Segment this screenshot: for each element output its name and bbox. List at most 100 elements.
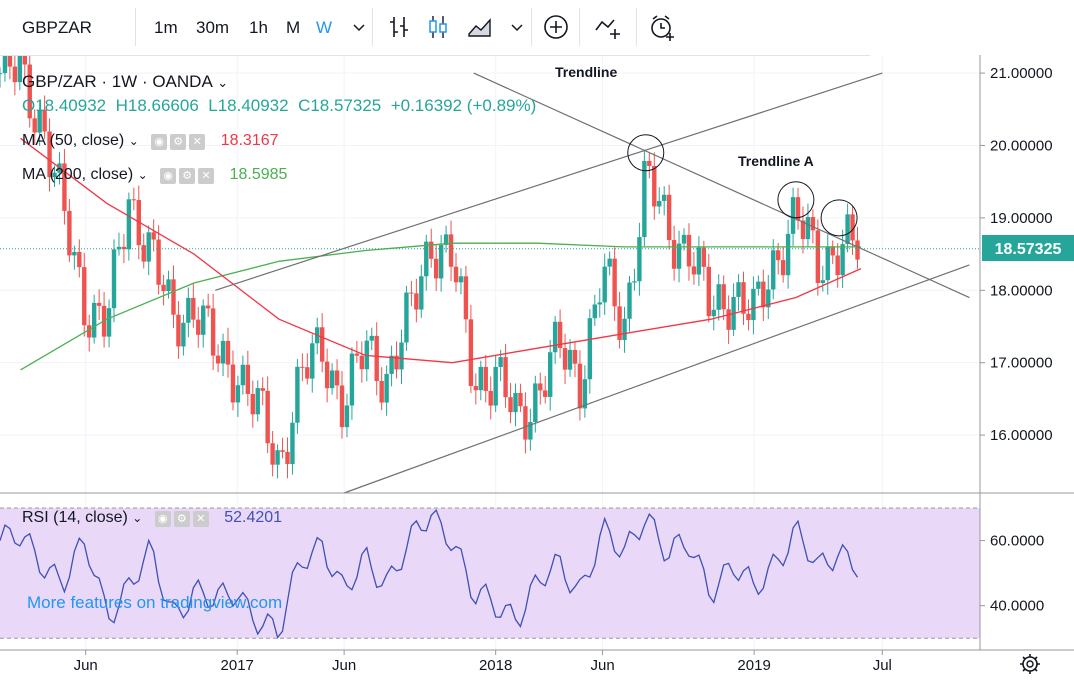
candle-body [528,422,533,440]
ma50-line [20,137,862,364]
change-value: +0.16392 (+0.89%) [390,96,537,115]
candle-body [344,405,350,428]
candle-body [285,451,290,465]
timeframe-30m-button[interactable]: 30m [196,18,230,37]
candle-body [795,197,801,221]
candle-body [77,251,82,268]
close-value: C18.57325 [298,96,382,115]
candle-body [771,250,776,290]
candle-body [424,241,429,277]
rsi-chevron-icon[interactable]: ⌄ [132,511,143,525]
candle-body [691,266,697,275]
candle-body [37,109,42,133]
candle-body [592,304,597,319]
touch-circle [820,199,858,237]
candle-body [468,319,474,386]
candle-body [805,217,811,240]
candle-body [701,247,707,267]
candle-body [121,246,127,250]
candle-body [394,355,399,370]
candle-body [458,276,464,283]
ma200-remove-icon[interactable]: ✕ [198,168,215,184]
candle-body [310,343,315,379]
candle-body [245,364,251,394]
toolbar-divider [579,8,580,46]
candle-body [602,266,607,303]
ma200-chevron-icon[interactable]: ⌄ [137,168,148,182]
candle-body [443,234,449,245]
candle-body [414,293,419,310]
candle-body [845,214,850,245]
candle-body [419,276,424,310]
rsi-legend[interactable]: RSI (14, close) ⌄ ◉ ⚙ ✕ 52.4201 [22,509,282,527]
legend-title[interactable]: GBP/ZAR · 1W · OANDA [22,72,213,91]
candle-body [453,266,459,283]
candle-body [577,363,583,409]
candle-body [399,342,404,370]
candle-body [389,355,394,374]
rsi-settings-icon[interactable]: ⚙ [173,511,190,527]
candles-icon[interactable] [424,12,452,42]
ma50-chevron-icon[interactable]: ⌄ [128,134,139,148]
rsi-label: RSI (14, close) [22,509,128,526]
candle-body [96,302,102,306]
candle-body [637,237,642,282]
timeframe-1h-button[interactable]: 1h [249,18,268,37]
bar-chart-icon[interactable] [385,12,413,42]
candle-body [706,266,712,317]
price-axis[interactable] [980,55,1074,493]
candle-body [0,73,3,75]
price-tick-label: 16.00000 [990,427,1053,444]
ma50-legend[interactable]: MA (50, close) ⌄ ◉ ⚙ ✕ 18.3167 [22,132,279,150]
candle-body [215,355,221,364]
ohlc-legend: O18.40932 H18.66606 L18.40932 C18.57325 … [22,96,536,116]
candle-body [17,54,23,83]
rsi-tick-label: 60.0000 [990,533,1044,550]
candle-body [820,280,826,284]
candle-body [225,340,231,365]
trendline-label: Trendline [555,64,617,80]
time-tick-label: Jun [590,657,614,674]
candle-body [384,373,389,403]
timeframe-1m-button[interactable]: 1m [154,18,178,37]
chart-type-chevron-icon[interactable] [503,12,531,42]
area-chart-icon[interactable] [466,12,494,42]
candle-body [166,279,171,292]
rsi-hide-icon[interactable]: ◉ [154,511,171,527]
settings-gear-icon[interactable] [1020,654,1040,674]
add-indicator-icon[interactable] [542,12,570,42]
alert-clock-icon[interactable] [648,12,676,42]
candle-body [220,340,226,364]
last-price-badge [982,235,1074,261]
price-tick-label: 20.00000 [990,137,1053,154]
candle-body [359,355,365,370]
symbol-search[interactable]: GBPZAR [22,18,92,37]
candle-body [210,308,216,356]
candle-body [275,450,280,465]
ma200-hide-icon[interactable]: ◉ [160,168,177,184]
candle-body [52,172,57,178]
candle-body [513,392,518,413]
ma50-settings-icon[interactable]: ⚙ [170,134,187,150]
timeframe-week-button[interactable]: W [316,18,333,37]
compare-icon[interactable] [594,12,622,42]
ma200-legend[interactable]: MA (200, close) ⌄ ◉ ⚙ ✕ 18.5985 [22,166,287,184]
ma50-remove-icon[interactable]: ✕ [189,134,206,150]
candle-body [632,281,637,283]
candle-body [260,388,265,391]
timeframe-dropdown-chevron-icon[interactable] [345,12,373,42]
rsi-remove-icon[interactable]: ✕ [192,511,209,527]
time-axis[interactable]: Jun 2017 Jun 2018 Jun 2019 Jul [74,650,892,674]
ma50-hide-icon[interactable]: ◉ [151,134,168,150]
timeframe-month-button[interactable]: M [286,18,301,37]
candle-body [587,318,593,380]
candle-body [201,305,206,335]
candle-body [270,443,275,465]
price-axis-ticks: 21.00000 20.00000 19.00000 18.00000 17.00000… [980,65,1053,444]
trendline-a-label: Trendline A [738,153,814,169]
candle-body [736,282,741,297]
rsi-value: 52.4201 [224,509,283,526]
ma200-settings-icon[interactable]: ⚙ [179,168,196,184]
legend-chevron-icon[interactable]: ⌄ [217,75,229,90]
